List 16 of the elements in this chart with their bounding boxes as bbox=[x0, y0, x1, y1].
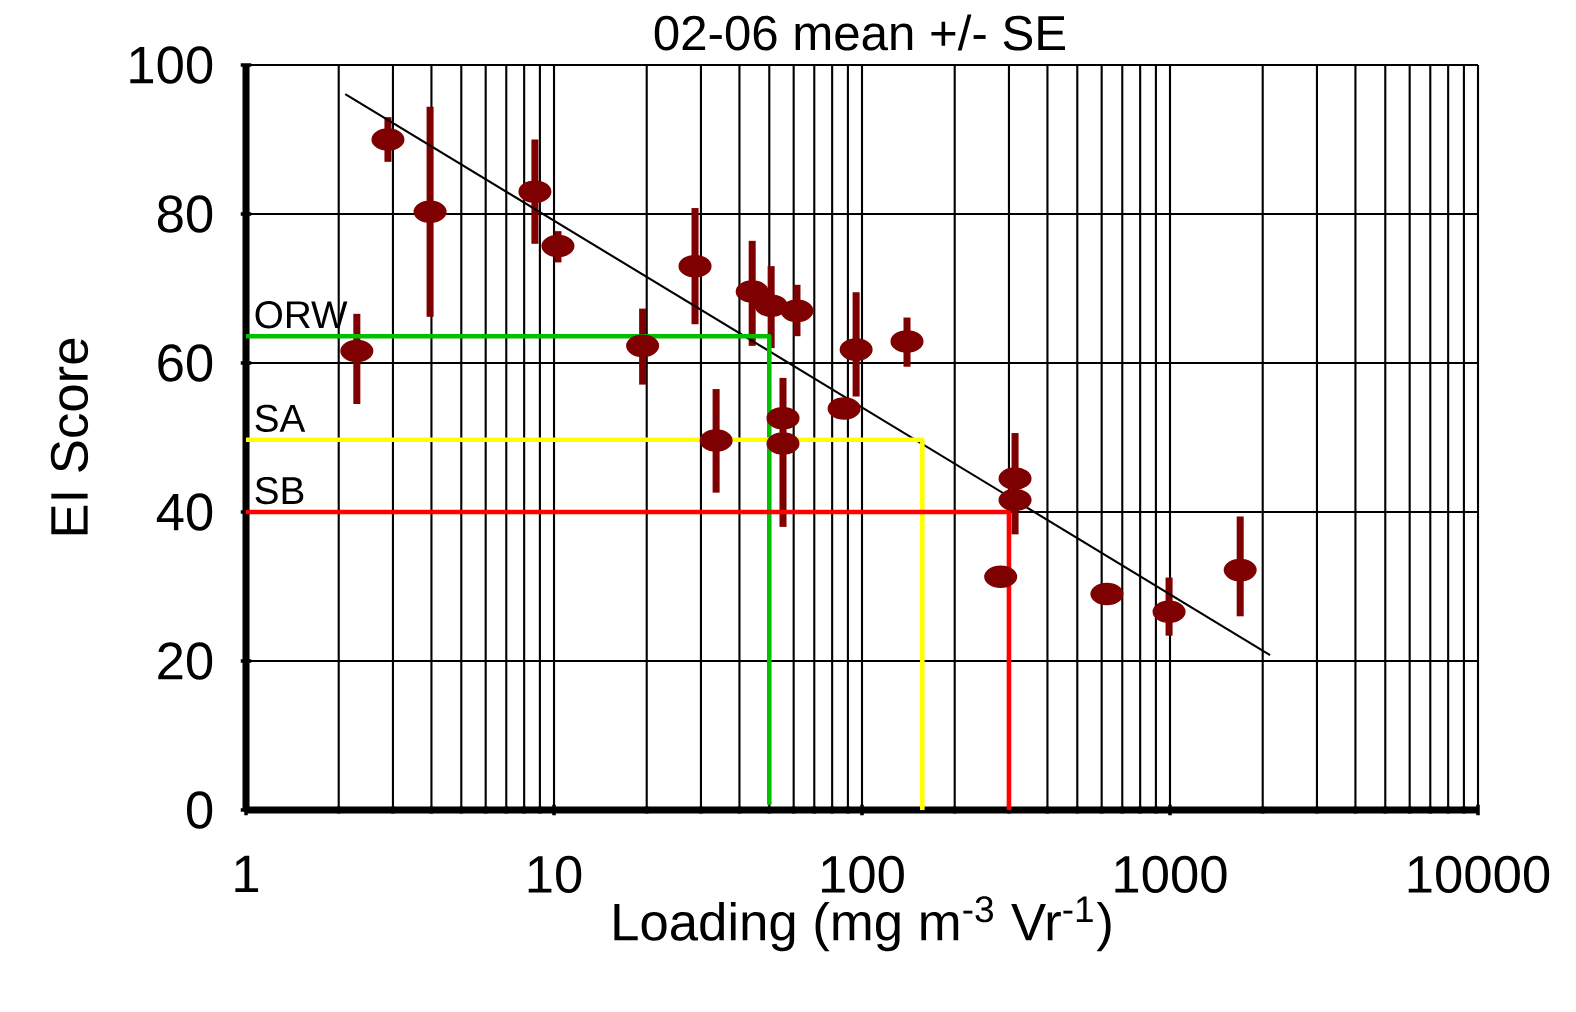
x-tick-label: 1 bbox=[235, 855, 259, 893]
y-axis-title: EI Score bbox=[50, 338, 89, 535]
chart-title: 02-06 mean +/- SE bbox=[654, 14, 1065, 51]
y-tick-label: 60 bbox=[158, 344, 213, 382]
x-tick-label: 1000 bbox=[1115, 855, 1227, 894]
x-tick-label: 10 bbox=[528, 855, 582, 894]
x-axis-title: Loading (mg m$^{-3}$ Vr$^{-1}$) bbox=[614, 896, 1111, 952]
x-tick-label: 10000 bbox=[1408, 855, 1550, 894]
series-label: SA bbox=[255, 404, 306, 433]
y-tick-label: 0 bbox=[186, 791, 213, 829]
x-tick-label: 100 bbox=[822, 855, 904, 894]
y-tick-label: 80 bbox=[157, 195, 213, 233]
y-tick-label: 20 bbox=[158, 642, 213, 680]
y-tick-label: 100 bbox=[130, 46, 213, 84]
series-label: SB bbox=[255, 476, 304, 505]
y-tick-label: 40 bbox=[156, 493, 213, 531]
